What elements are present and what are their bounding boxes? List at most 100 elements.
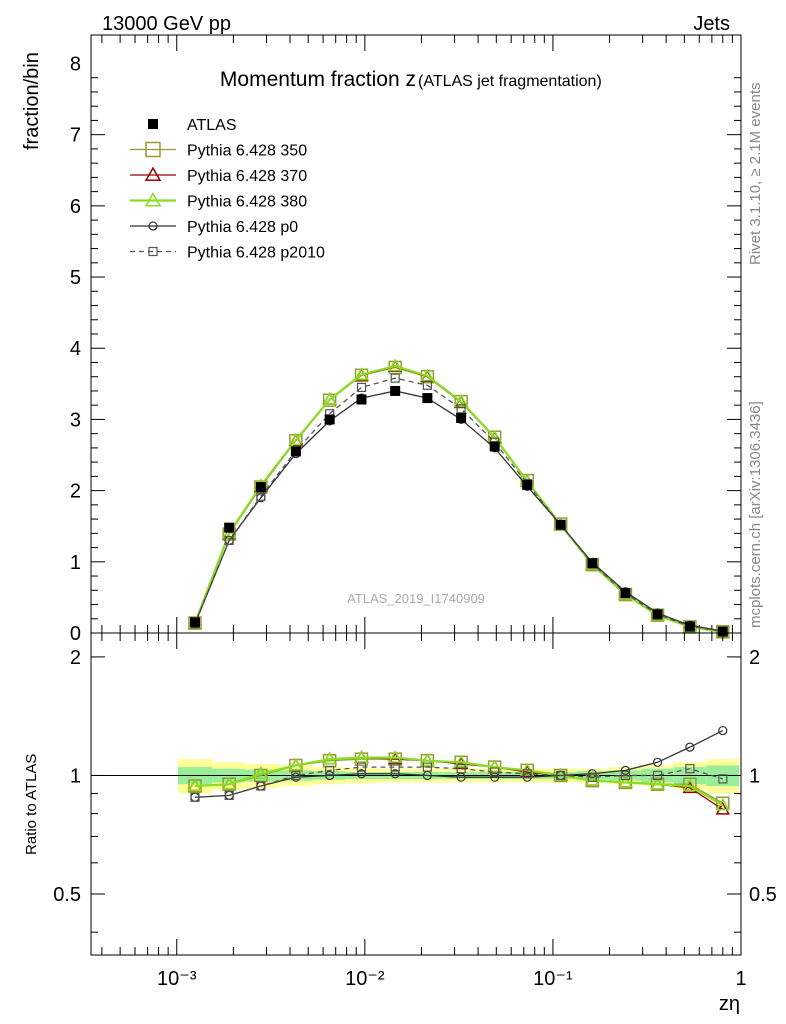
legend-entry: Pythia 6.428 380 — [130, 191, 307, 211]
legend-label: ATLAS — [187, 117, 237, 134]
data-point — [356, 394, 367, 405]
category-label: Jets — [693, 13, 730, 35]
data-point — [587, 558, 598, 569]
data-point — [522, 479, 533, 490]
mc-point — [224, 535, 234, 546]
mc-point — [652, 757, 663, 767]
series-line — [194, 756, 724, 807]
series-line — [194, 766, 723, 798]
mc-point — [456, 764, 466, 774]
ratio-y-tick-label-right: 1 — [749, 765, 760, 787]
y-tick-label: 7 — [70, 125, 81, 147]
mc-point — [456, 404, 466, 414]
legend-entry: Pythia 6.428 p2010 — [130, 245, 325, 262]
mc-point — [487, 759, 502, 773]
legend-label: Pythia 6.428 370 — [187, 168, 307, 185]
y-tick-label: 1 — [70, 552, 81, 574]
mc-point — [356, 382, 367, 392]
legend-label: Pythia 6.428 p2010 — [187, 245, 325, 262]
mc-point — [685, 742, 695, 752]
y-axis-label: fraction/bin — [21, 52, 43, 150]
ratio-y-tick-label: 2 — [70, 647, 81, 669]
mc-point — [587, 772, 597, 782]
mc-point — [390, 762, 400, 772]
ratio-y-tick-label: 1 — [70, 765, 81, 787]
mc-point — [490, 772, 500, 782]
legend-entry: Pythia 6.428 p0 — [130, 219, 298, 236]
series-pythia-6-428-380 — [187, 750, 731, 811]
mc-point — [148, 246, 158, 257]
legend-entry: Pythia 6.428 370 — [130, 166, 307, 185]
mc-point — [288, 432, 304, 446]
chart-title-suffix: (ATLAS jet fragmentation) — [418, 73, 602, 90]
mc-point — [522, 769, 532, 779]
mc-point — [620, 765, 631, 775]
ratio-y-tick-label-right: 2 — [749, 647, 760, 669]
legend-entry: ATLAS — [148, 117, 237, 134]
mc-point — [490, 767, 500, 777]
ratio-axis-ticks: 0.5 0.5 1 1 2 2 — [53, 633, 777, 955]
ratio-plot-frame — [90, 632, 742, 956]
ratio-y-axis-label: Ratio to ATLAS — [23, 754, 40, 855]
y-tick-label: 4 — [70, 338, 81, 360]
site-label: mcplots.cern.ch [arXiv:1306.3436] — [747, 401, 764, 628]
mc-point — [420, 753, 435, 766]
series-line — [193, 364, 723, 633]
mc-point — [322, 751, 337, 765]
mc-point — [650, 776, 665, 790]
mc-point — [618, 774, 633, 788]
x-axis-label: zη — [719, 993, 740, 1015]
mc-point — [145, 141, 161, 158]
data-point — [255, 482, 266, 493]
data-point — [324, 414, 335, 425]
mc-point — [556, 770, 566, 781]
mc-point — [221, 776, 237, 790]
mc-point — [390, 769, 400, 779]
mc-point — [356, 762, 367, 772]
mc-point — [322, 391, 337, 405]
data-point — [456, 413, 467, 424]
mc-point — [190, 792, 200, 802]
mc-point — [422, 380, 432, 390]
mc-point — [354, 367, 369, 380]
legend: ATLAS Pythia 6.428 350 Pythia 6.428 370 Pyt… — [130, 117, 325, 262]
mc-point — [144, 191, 162, 207]
mc-point — [715, 801, 731, 815]
mc-point — [718, 725, 728, 736]
x-tick-label: 10⁻³ — [157, 968, 197, 990]
mc-point — [291, 770, 301, 781]
x-tick-label: 10⁻¹ — [533, 968, 573, 990]
legend-label: Pythia 6.428 p0 — [187, 219, 298, 236]
x-tick-label: 10⁻² — [345, 968, 385, 990]
rivet-label: Rivet 3.1.10, ≥ 2.1M events — [747, 83, 764, 266]
series-atlas — [189, 385, 728, 637]
mc-point — [354, 750, 369, 763]
mc-point — [453, 394, 469, 407]
x-tick-labels: 10⁻³ 10⁻² 10⁻¹ 1 — [157, 968, 747, 990]
mc-point — [144, 166, 162, 181]
data-point — [224, 522, 235, 533]
data-point — [422, 393, 433, 404]
energy-label: 13000 GeV pp — [102, 13, 231, 35]
mc-point — [356, 769, 367, 779]
ratio-y-tick-label: 0.5 — [53, 884, 81, 906]
mc-point — [288, 757, 304, 771]
mc-point — [325, 770, 335, 781]
ratio-series-group — [187, 725, 731, 815]
series-line — [194, 377, 723, 633]
data-point — [684, 621, 695, 632]
data-point — [652, 609, 663, 620]
data-point — [290, 446, 301, 457]
chart-title: Momentum fraction z — [220, 68, 416, 91]
data-point — [148, 119, 158, 129]
mc-point — [620, 770, 631, 781]
data-point — [489, 441, 500, 452]
mc-point — [187, 778, 203, 792]
y-tick-label: 0 — [70, 623, 81, 645]
mc-point — [354, 752, 369, 766]
mc-point — [256, 491, 266, 501]
mc-point — [387, 750, 403, 763]
series-pythia-6-428-p2010 — [190, 762, 728, 802]
ratio-y-tick-label-right: 0.5 — [749, 884, 777, 906]
mc-point — [325, 765, 335, 775]
